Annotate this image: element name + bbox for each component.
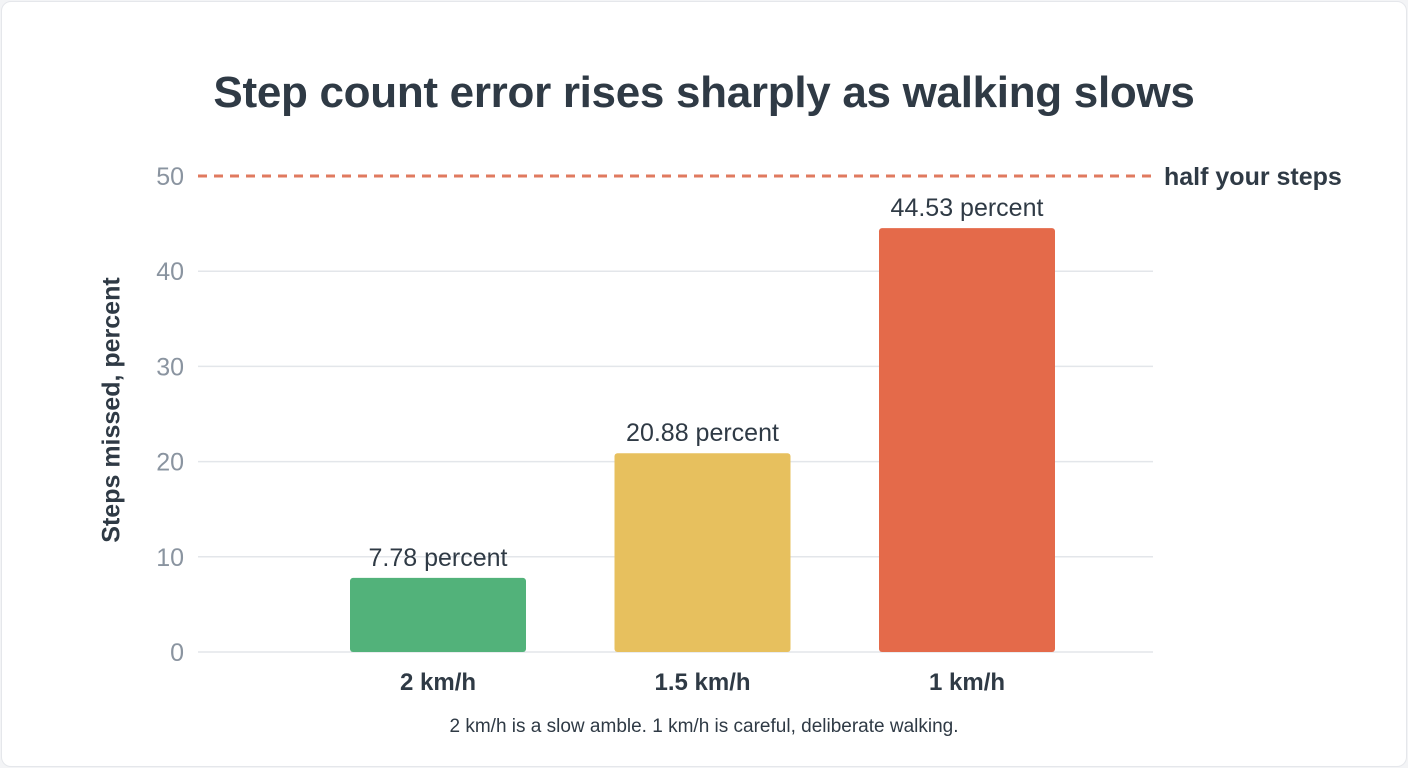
bar-data-label: 20.88 percent [626,419,779,447]
y-tick-label: 0 [170,639,184,667]
reference-line-label: half your steps [1164,163,1342,191]
bars [350,228,1055,652]
bar-data-label: 44.53 percent [891,194,1044,222]
y-tick-label: 50 [156,163,184,191]
y-tick-label: 30 [156,353,184,381]
bar [614,453,791,652]
bar-data-label: 7.78 percent [369,544,508,572]
chart-text: 0 10 20 30 40 50 7.78 percent 2 km/h 20.88 perce… [156,163,1342,696]
y-axis-label: Steps missed, percent [97,277,126,543]
x-tick-label: 2 km/h [400,669,476,696]
bar [879,228,1055,652]
x-tick-label: 1.5 km/h [654,669,750,696]
y-tick-label: 10 [156,544,184,572]
y-tick-label: 40 [156,258,184,286]
chart-title: Step count error rises sharply as walkin… [213,68,1195,117]
x-tick-label: 1 km/h [929,669,1005,696]
bar [350,577,526,652]
y-tick-label: 20 [156,449,184,477]
chart-footnote: 2 km/h is a slow amble. 1 km/h is carefu… [449,716,959,737]
